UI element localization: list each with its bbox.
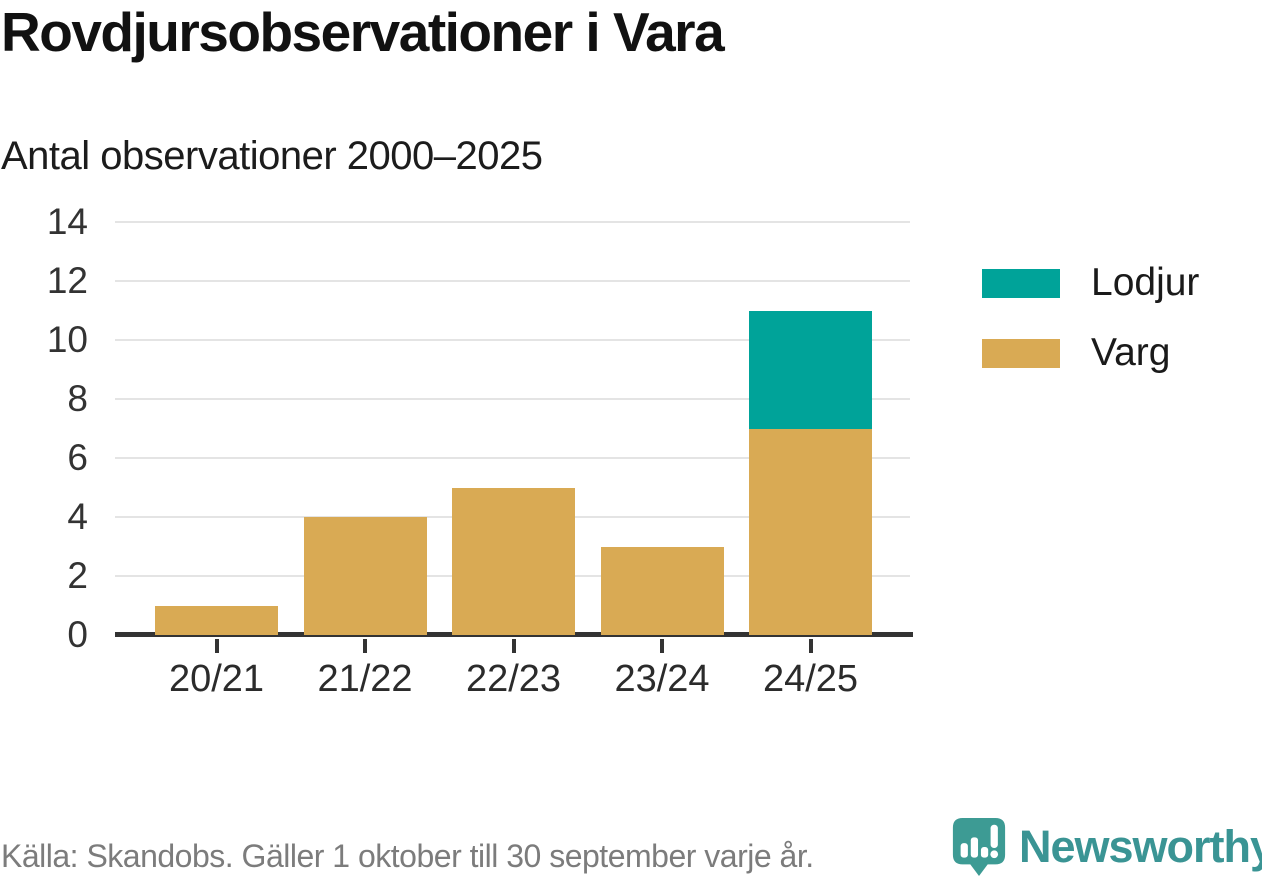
x-tick-label-21-22: 21/22	[317, 658, 413, 700]
chart-subtitle: Antal observationer 2000–2025	[1, 134, 543, 178]
plot-area	[115, 221, 913, 637]
x-tick-label-20-21: 20/21	[168, 658, 265, 700]
newsworthy-brand-link[interactable]: Newsworthy	[950, 816, 1262, 878]
gridline-y-14	[115, 221, 910, 223]
bar-segment-lodjur-24-25	[749, 310, 872, 429]
x-tick-mark-21-22	[363, 639, 367, 653]
bar-segment-varg-23-24	[600, 546, 724, 635]
legend-item-varg: Varg	[982, 331, 1199, 375]
y-tick-label-14: 14	[46, 201, 88, 242]
bar-segment-varg-20-21	[155, 605, 278, 635]
y-tick-label-4: 4	[67, 496, 88, 537]
x-tick-label-22-23: 22/23	[465, 658, 562, 700]
x-tick-mark-24-25	[808, 639, 813, 653]
legend-swatch-lodjur	[982, 268, 1060, 298]
newsworthy-logo-icon	[952, 818, 1006, 876]
gridline-y-8	[115, 398, 910, 400]
chart-title: Rovdjursobservationer i Vara	[1, 1, 725, 63]
legend-item-lodjur: Lodjur	[982, 261, 1199, 305]
y-tick-label-10: 10	[46, 319, 88, 360]
x-tick-mark-22-23	[511, 639, 516, 653]
bar-segment-varg-21-22	[303, 517, 427, 635]
legend-swatch-varg	[982, 338, 1060, 368]
y-tick-label-0: 0	[67, 614, 88, 655]
y-tick-label-2: 2	[67, 555, 88, 596]
bar-segment-varg-22-23	[452, 487, 575, 635]
x-tick-label-24-25: 24/25	[762, 658, 859, 700]
source-text: Källa: Skandobs. Gäller 1 oktober till 3…	[1, 838, 814, 874]
gridline-y-6	[115, 457, 910, 459]
bar-segment-varg-24-25	[749, 428, 872, 635]
x-tick-mark-23-24	[660, 639, 664, 653]
legend-label-lodjur: Lodjur	[1091, 261, 1200, 304]
x-tick-mark-20-21	[214, 639, 219, 653]
y-tick-label-12: 12	[46, 260, 88, 301]
gridline-y-12	[115, 280, 910, 282]
gridline-y-10	[115, 339, 910, 341]
newsworthy-brand-name: Newsworthy	[1019, 821, 1262, 872]
y-tick-label-6: 6	[67, 437, 88, 478]
y-tick-label-8: 8	[67, 378, 88, 419]
x-tick-label-23-24: 23/24	[614, 658, 710, 700]
legend: Lodjur Varg	[982, 261, 1199, 401]
legend-label-varg: Varg	[1091, 331, 1171, 374]
